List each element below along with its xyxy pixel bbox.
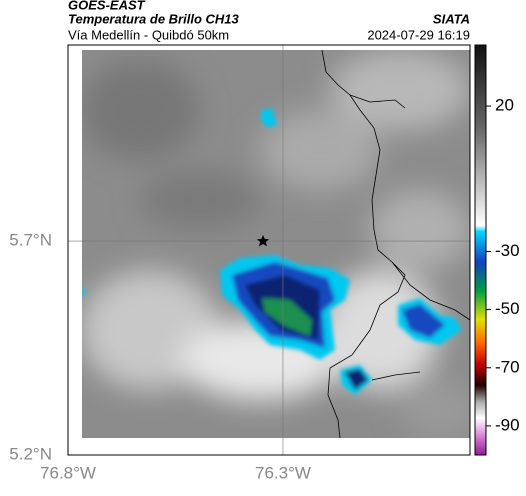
timestamp: 2024-07-29 16:19 [367,27,470,42]
x-tick-label: 76.8°W [40,463,96,482]
colorbar-tick-label: -90 [495,415,520,434]
colorbar-tick-label: -50 [495,299,520,318]
agency: SIATA [433,11,470,26]
colorbar-ticks: 20 -30 -50 -70 -90 [486,96,520,434]
satellite-image [82,50,470,438]
colorbar-tick-label: 20 [495,96,514,115]
x-tick-label: 76.3°W [255,463,311,482]
region: Vía Medellín - Quibdó 50km [68,27,229,42]
colorbar [474,44,487,456]
source: GOES-EAST [68,0,146,12]
colorbar-tick-label: -30 [495,241,520,260]
y-tick-label: 5.7°N [9,230,52,249]
map-frame [67,44,471,456]
product: Temperatura de Brillo CH13 [68,11,240,26]
y-tick-label: 5.2°N [9,444,52,463]
city-marker [257,235,269,247]
colorbar-tick-label: -70 [495,357,520,376]
